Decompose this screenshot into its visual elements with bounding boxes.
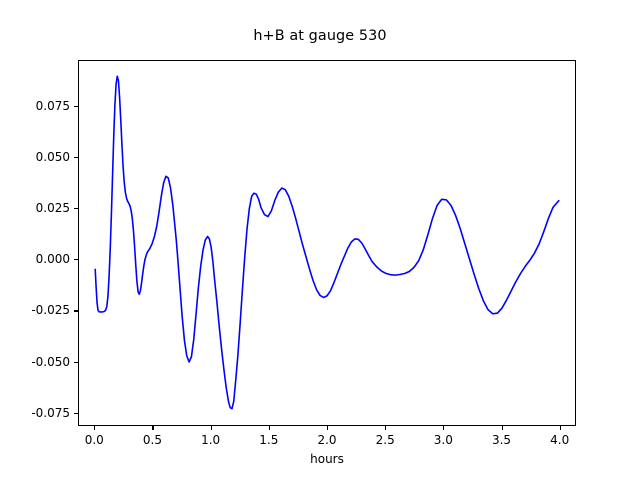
x-tick-label: 2.0	[317, 433, 337, 447]
x-tick-label: 4.0	[550, 433, 570, 447]
y-tick-label: 0.025	[35, 201, 70, 216]
y-tick-mark	[74, 157, 78, 159]
y-tick-mark	[74, 106, 78, 108]
y-tick-label: -0.050	[31, 354, 70, 369]
x-tick-mark	[559, 426, 561, 430]
y-tick-label: 0.050	[35, 150, 70, 165]
series-plot	[94, 75, 560, 410]
x-axis-label: hours	[310, 452, 344, 466]
y-tick-label: -0.025	[31, 303, 70, 318]
y-axis-tick-labels: 0.075 0.050 0.025 0.000 -0.025 -0.050 -0.075	[0, 0, 70, 480]
x-tick-label: 2.5	[375, 433, 395, 447]
plot-area	[78, 60, 576, 426]
x-tick-label: 0.5	[142, 433, 162, 447]
y-tick-mark	[74, 412, 78, 414]
x-tick-label: 1.5	[259, 433, 279, 447]
y-tick-mark	[74, 361, 78, 363]
x-tick-mark	[94, 426, 96, 430]
x-tick-mark	[210, 426, 212, 430]
line-series-h-plus-b	[94, 75, 560, 410]
y-tick-label: 0.075	[35, 99, 70, 113]
x-tick-mark	[268, 426, 270, 430]
x-tick-label: 1.0	[201, 433, 221, 447]
y-tick-mark	[74, 310, 78, 312]
x-tick-label: 3.0	[433, 433, 453, 447]
x-tick-mark	[443, 426, 445, 430]
x-tick-label: 3.5	[491, 433, 512, 447]
y-tick-mark	[74, 208, 78, 210]
y-tick-label: 0.000	[35, 252, 70, 267]
x-tick-mark	[152, 426, 154, 430]
y-tick-label: -0.075	[31, 405, 70, 420]
x-tick-label: 0.0	[84, 433, 104, 447]
x-tick-mark	[327, 426, 329, 430]
x-tick-mark	[501, 426, 503, 430]
y-tick-mark	[74, 259, 78, 261]
x-tick-mark	[385, 426, 387, 430]
page-title: h+B at gauge 530	[253, 28, 387, 44]
